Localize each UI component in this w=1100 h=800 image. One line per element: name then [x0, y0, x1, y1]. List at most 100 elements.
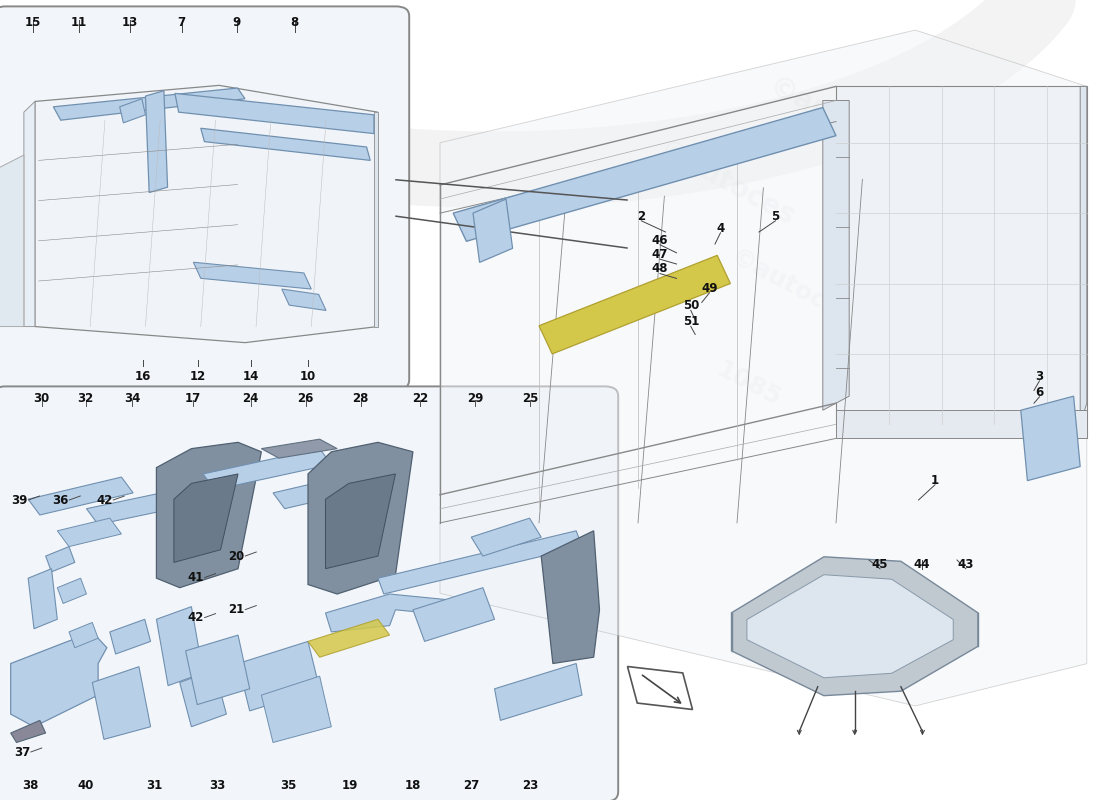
Text: 19: 19 — [342, 779, 358, 792]
Polygon shape — [326, 594, 460, 632]
Text: 6: 6 — [1035, 386, 1044, 398]
Polygon shape — [35, 86, 377, 342]
Polygon shape — [156, 442, 262, 588]
Polygon shape — [1080, 86, 1087, 424]
Text: 18: 18 — [405, 779, 420, 792]
Text: 5: 5 — [771, 210, 780, 222]
Text: 10: 10 — [300, 370, 316, 382]
Text: 50: 50 — [683, 299, 698, 312]
FancyBboxPatch shape — [0, 6, 409, 390]
Text: ©autoces: ©autoces — [653, 136, 799, 232]
Text: 38: 38 — [23, 779, 38, 792]
Polygon shape — [374, 112, 377, 326]
Text: 4: 4 — [716, 222, 725, 234]
Polygon shape — [378, 531, 582, 594]
Text: 45: 45 — [871, 558, 889, 570]
Polygon shape — [57, 518, 121, 546]
Text: 39: 39 — [12, 494, 28, 506]
Polygon shape — [836, 410, 1087, 438]
Text: 3: 3 — [1035, 370, 1044, 382]
Polygon shape — [627, 666, 693, 710]
Polygon shape — [186, 635, 250, 705]
Text: 12: 12 — [190, 370, 206, 382]
Polygon shape — [273, 474, 366, 509]
Text: 48: 48 — [651, 262, 669, 275]
Text: 1085: 1085 — [712, 357, 784, 411]
Polygon shape — [541, 531, 600, 663]
Polygon shape — [46, 546, 75, 572]
Text: 49: 49 — [702, 282, 717, 294]
Polygon shape — [24, 102, 35, 326]
Text: 24: 24 — [243, 392, 258, 405]
Text: 46: 46 — [651, 234, 669, 246]
Polygon shape — [174, 474, 238, 562]
Polygon shape — [440, 30, 1087, 706]
Polygon shape — [57, 578, 87, 603]
Text: 31: 31 — [146, 779, 162, 792]
Text: 11: 11 — [72, 16, 87, 29]
Polygon shape — [0, 155, 24, 326]
Text: 43: 43 — [958, 558, 974, 570]
Text: 16: 16 — [135, 370, 151, 382]
Polygon shape — [11, 720, 46, 742]
Text: 47: 47 — [652, 248, 668, 261]
Polygon shape — [156, 606, 204, 686]
Text: 36: 36 — [53, 494, 68, 506]
Polygon shape — [1021, 396, 1080, 481]
Text: 21: 21 — [229, 603, 244, 616]
Polygon shape — [308, 442, 412, 594]
FancyBboxPatch shape — [0, 386, 618, 800]
Text: 41: 41 — [188, 571, 204, 584]
Text: 35: 35 — [280, 779, 296, 792]
Text: 34: 34 — [124, 392, 140, 405]
Polygon shape — [308, 619, 389, 658]
Polygon shape — [412, 588, 495, 642]
Polygon shape — [262, 439, 338, 458]
Polygon shape — [262, 676, 331, 742]
Polygon shape — [194, 262, 311, 289]
Polygon shape — [110, 619, 151, 654]
Text: 25: 25 — [522, 392, 538, 405]
Text: 22: 22 — [412, 392, 428, 405]
Polygon shape — [29, 477, 133, 515]
Polygon shape — [823, 101, 849, 410]
Text: ©autoces: ©autoces — [763, 72, 909, 168]
Text: 32: 32 — [78, 392, 94, 405]
Text: 27: 27 — [463, 779, 478, 792]
Polygon shape — [69, 622, 98, 648]
Polygon shape — [238, 642, 320, 711]
Polygon shape — [836, 86, 1087, 438]
Text: 8: 8 — [290, 16, 299, 29]
Text: 29: 29 — [468, 392, 483, 405]
Text: 7: 7 — [177, 16, 186, 29]
Polygon shape — [539, 255, 730, 354]
Polygon shape — [473, 199, 513, 262]
Text: 42: 42 — [188, 611, 204, 624]
Text: 42: 42 — [97, 494, 112, 506]
Polygon shape — [747, 574, 954, 678]
Text: 44: 44 — [913, 558, 930, 570]
Text: 51: 51 — [683, 315, 698, 328]
Text: 23: 23 — [522, 779, 538, 792]
Text: 37: 37 — [14, 746, 30, 758]
Text: 15: 15 — [25, 16, 41, 29]
Polygon shape — [120, 98, 145, 123]
Polygon shape — [87, 486, 204, 525]
Polygon shape — [179, 670, 227, 726]
Polygon shape — [11, 632, 107, 726]
Polygon shape — [282, 289, 326, 310]
Text: 33: 33 — [210, 779, 225, 792]
Polygon shape — [53, 88, 245, 120]
Text: 1: 1 — [931, 474, 939, 486]
Text: 13: 13 — [122, 16, 138, 29]
Polygon shape — [29, 569, 57, 629]
Polygon shape — [732, 557, 978, 696]
Polygon shape — [92, 666, 151, 739]
Polygon shape — [145, 90, 167, 193]
Text: 17: 17 — [185, 392, 200, 405]
Polygon shape — [471, 518, 541, 556]
Text: 28: 28 — [353, 392, 369, 405]
Text: 20: 20 — [229, 550, 244, 562]
Polygon shape — [326, 474, 396, 569]
Text: 2: 2 — [637, 210, 646, 222]
